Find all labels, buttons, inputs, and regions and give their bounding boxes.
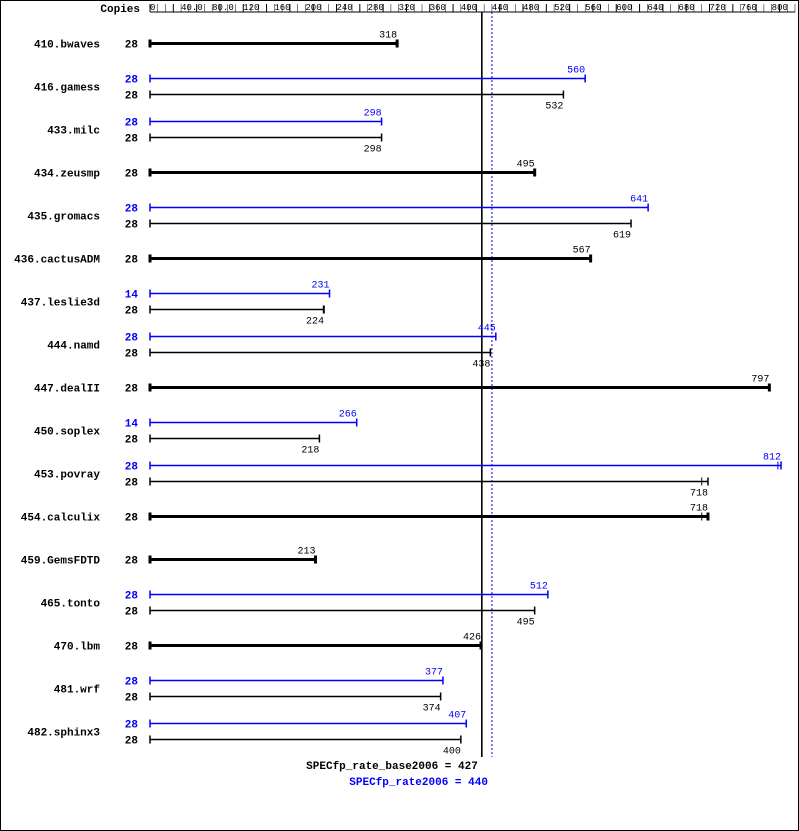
bar-value-label: 298 bbox=[364, 145, 382, 156]
bar-value-label: 718 bbox=[690, 504, 708, 515]
bar-value-label: 407 bbox=[448, 711, 466, 722]
bar-value-label: 426 bbox=[463, 633, 481, 644]
benchmark-name: 454.calculix bbox=[21, 513, 101, 525]
axis-tick-label: 560 bbox=[585, 3, 601, 13]
bar-value-label: 445 bbox=[478, 324, 496, 335]
copies-label: 28 bbox=[125, 169, 139, 181]
benchmark-name: 444.namd bbox=[47, 341, 100, 353]
bar-value-label: 495 bbox=[517, 160, 535, 171]
copies-label: 14 bbox=[125, 290, 139, 302]
copies-label: 28 bbox=[125, 118, 139, 130]
bar-value-label: 641 bbox=[630, 195, 648, 206]
benchmark-name: 450.soplex bbox=[34, 427, 100, 439]
axis-tick-label: 320 bbox=[399, 3, 415, 13]
benchmark-name: 434.zeusmp bbox=[34, 169, 100, 181]
bar-value-label: 213 bbox=[298, 547, 316, 558]
copies-label: 28 bbox=[125, 736, 139, 748]
copies-label: 28 bbox=[125, 40, 139, 52]
benchmark-name: 459.GemsFDTD bbox=[21, 556, 101, 568]
bar-value-label: 224 bbox=[306, 317, 324, 328]
benchmark-name: 470.lbm bbox=[54, 642, 101, 654]
bar-value-label: 532 bbox=[545, 102, 563, 113]
specfp-rate-chart: Copies 0 40.0 80.0 120 160 200 240 280 320 360 400 4… bbox=[0, 0, 799, 831]
score-marker-label: SPECfp_rate_base2006 = 427 bbox=[306, 761, 478, 773]
benchmark-name: 433.milc bbox=[47, 126, 100, 138]
axis-tick-label: 360 bbox=[430, 3, 446, 13]
copies-label: 28 bbox=[125, 513, 139, 525]
copies-label: 28 bbox=[125, 478, 139, 490]
bar-value-label: 377 bbox=[425, 668, 443, 679]
bar-value-label: 298 bbox=[364, 109, 382, 120]
axis-tick-label: 680 bbox=[678, 3, 694, 13]
bar-value-label: 797 bbox=[751, 375, 769, 386]
axis-tick-label: 600 bbox=[616, 3, 632, 13]
benchmark-name: 437.leslie3d bbox=[21, 298, 100, 310]
copies-label: 28 bbox=[125, 462, 139, 474]
bar-value-label: 400 bbox=[443, 747, 461, 758]
chart-frame bbox=[1, 1, 799, 831]
copies-label: 28 bbox=[125, 75, 139, 87]
benchmark-name: 481.wrf bbox=[54, 685, 101, 697]
copies-label: 28 bbox=[125, 591, 139, 603]
copies-label: 28 bbox=[125, 306, 139, 318]
score-marker-label: SPECfp_rate2006 = 440 bbox=[349, 777, 488, 789]
copies-label: 14 bbox=[125, 419, 139, 431]
benchmark-name: 435.gromacs bbox=[27, 212, 100, 224]
axis-tick-label: 400 bbox=[461, 3, 477, 13]
axis-tick-label: 520 bbox=[554, 3, 570, 13]
copies-label: 28 bbox=[125, 134, 139, 146]
bar-value-label: 512 bbox=[530, 582, 548, 593]
axis-tick-label: 800 bbox=[772, 3, 788, 13]
copies-label: 28 bbox=[125, 677, 139, 689]
benchmark-name: 482.sphinx3 bbox=[27, 728, 100, 740]
bar-value-label: 560 bbox=[567, 66, 585, 77]
bar-value-label: 231 bbox=[311, 281, 329, 292]
benchmark-name: 436.cactusADM bbox=[14, 255, 100, 267]
benchmark-name: 447.dealII bbox=[34, 384, 100, 396]
copies-label: 28 bbox=[125, 349, 139, 361]
copies-label: 28 bbox=[125, 255, 139, 267]
bar-value-label: 218 bbox=[301, 446, 319, 457]
copies-label: 28 bbox=[125, 693, 139, 705]
copies-label: 28 bbox=[125, 607, 139, 619]
axis-tick-label: 0 bbox=[150, 3, 155, 13]
benchmark-name: 416.gamess bbox=[34, 83, 100, 95]
copies-label: 28 bbox=[125, 91, 139, 103]
copies-label: 28 bbox=[125, 642, 139, 654]
copies-header: Copies bbox=[100, 4, 140, 16]
copies-label: 28 bbox=[125, 333, 139, 345]
bar-value-label: 438 bbox=[472, 360, 490, 371]
axis-tick-label: 40.0 bbox=[181, 3, 203, 13]
copies-label: 28 bbox=[125, 204, 139, 216]
benchmark-name: 453.povray bbox=[34, 470, 100, 482]
copies-label: 28 bbox=[125, 220, 139, 232]
bar-value-label: 495 bbox=[517, 618, 535, 629]
bar-value-label: 567 bbox=[573, 246, 591, 257]
benchmark-name: 465.tonto bbox=[41, 599, 101, 611]
bar-value-label: 812 bbox=[763, 453, 781, 464]
axis-tick-label: 280 bbox=[368, 3, 384, 13]
axis-tick-label: 240 bbox=[337, 3, 353, 13]
copies-label: 28 bbox=[125, 384, 139, 396]
bar-value-label: 374 bbox=[423, 704, 441, 715]
copies-label: 28 bbox=[125, 556, 139, 568]
copies-label: 28 bbox=[125, 435, 139, 447]
axis-tick-label: 160 bbox=[274, 3, 290, 13]
bar-value-label: 318 bbox=[379, 31, 397, 42]
bar-value-label: 266 bbox=[339, 410, 357, 421]
axis-tick-label: 640 bbox=[647, 3, 663, 13]
axis-tick-label: 720 bbox=[710, 3, 726, 13]
axis-tick-label: 120 bbox=[243, 3, 259, 13]
copies-label: 28 bbox=[125, 720, 139, 732]
axis-tick-label: 480 bbox=[523, 3, 539, 13]
axis-tick-label: 440 bbox=[492, 3, 508, 13]
axis-tick-label: 760 bbox=[741, 3, 757, 13]
benchmark-name: 410.bwaves bbox=[34, 40, 100, 52]
axis-tick-label: 200 bbox=[305, 3, 321, 13]
bar-value-label: 619 bbox=[613, 231, 631, 242]
axis-tick-label: 80.0 bbox=[212, 3, 234, 13]
bar-value-label: 718 bbox=[690, 489, 708, 500]
